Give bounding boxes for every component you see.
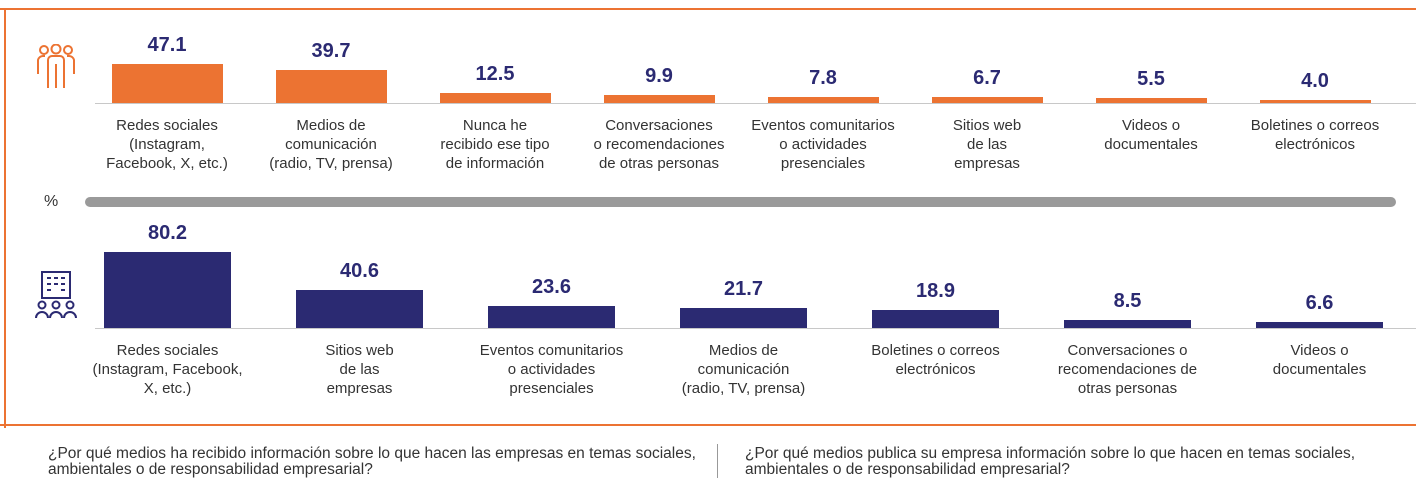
bar: [680, 307, 807, 328]
bar: [104, 252, 231, 328]
category-label: Sitios web de las empresas: [325, 342, 394, 397]
bar: [296, 289, 423, 328]
baseline: [95, 328, 1416, 329]
bar: [1064, 319, 1191, 328]
value-label: 39.7: [311, 39, 351, 62]
category-label: Conversaciones o recomendaciones de otra…: [593, 117, 725, 172]
building-icon: [35, 271, 77, 319]
separator: [85, 197, 1396, 207]
category-label: Redes sociales (Instagram, Facebook, X, …: [106, 117, 228, 172]
bar: [1256, 321, 1383, 328]
value-label: 12.5: [475, 62, 515, 85]
category-label: Eventos comunitarios o actividades prese…: [751, 117, 895, 172]
bar: [1259, 99, 1371, 103]
question: ¿Por qué medios ha recibido información …: [48, 445, 696, 478]
bar: [603, 94, 715, 103]
bar: [767, 96, 879, 103]
value-label: 47.1: [147, 33, 187, 56]
bar: [488, 305, 615, 328]
bar: [931, 97, 1043, 103]
category-label: Boletines o correos electrónicos: [871, 342, 1000, 378]
baseline: [95, 103, 1416, 104]
frame-divider: [0, 424, 1416, 426]
question: ¿Por qué medios publica su empresa infor…: [745, 445, 1355, 478]
value-label: 40.6: [340, 259, 379, 282]
people-icon: [37, 44, 75, 88]
category-label: Medios de comunicación (radio, TV, prens…: [269, 117, 393, 172]
category-label: Medios de comunicación (radio, TV, prens…: [681, 342, 806, 397]
bar: [275, 69, 387, 103]
value-label: 4.0: [1301, 69, 1329, 92]
unit-label: %: [44, 193, 59, 210]
bar: [1095, 98, 1207, 103]
category-label: Eventos comunitarios o actividades prese…: [479, 342, 624, 397]
category-label: Conversaciones o recomendaciones de otra…: [1057, 342, 1198, 397]
category-label: Sitios web de las empresas: [952, 117, 1022, 172]
caption-divider: [717, 444, 718, 478]
value-label: 6.6: [1305, 291, 1334, 314]
value-label: 8.5: [1113, 289, 1142, 312]
value-label: 5.5: [1137, 68, 1165, 91]
bar: [872, 310, 999, 328]
category-label: Videos o documentales: [1272, 342, 1367, 378]
category-label: Redes sociales (Instagram, Facebook, X, …: [92, 342, 243, 397]
frame-top: [0, 8, 1416, 10]
value-label: 21.7: [724, 277, 763, 300]
bar: [439, 92, 551, 103]
value-label: 23.6: [532, 275, 571, 298]
value-label: 7.8: [809, 66, 837, 89]
value-label: 6.7: [973, 67, 1001, 90]
frame-left: [4, 8, 6, 428]
bar: [111, 63, 223, 103]
value-label: 80.2: [148, 222, 187, 245]
value-label: 9.9: [645, 64, 673, 87]
category-label: Nunca he recibido ese tipo de informació…: [440, 117, 550, 172]
value-label: 18.9: [916, 280, 955, 303]
category-label: Boletines o correos electrónicos: [1250, 117, 1380, 153]
category-label: Videos o documentales: [1104, 117, 1198, 153]
